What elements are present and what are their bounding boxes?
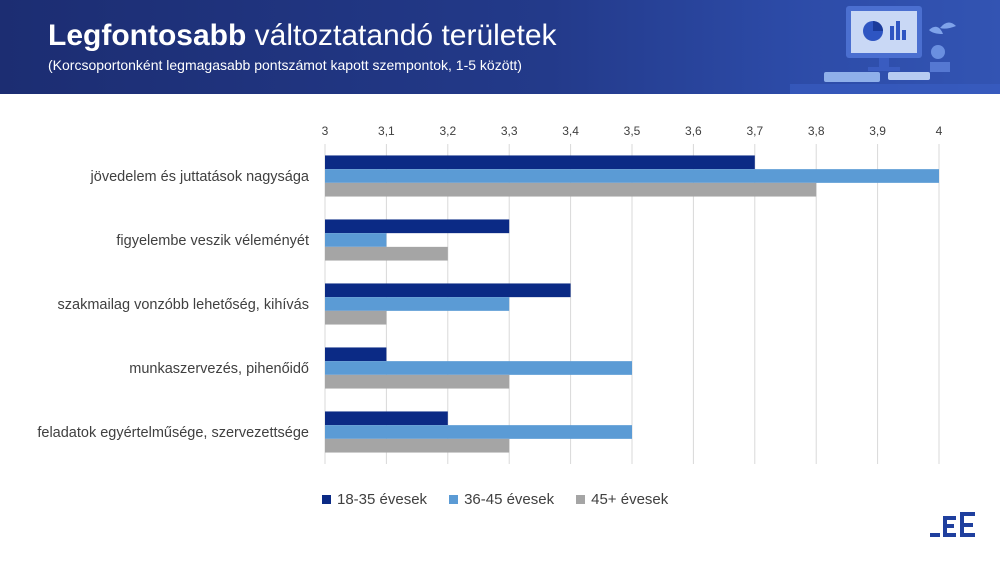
x-tick-label: 3,7 bbox=[746, 124, 763, 138]
x-tick-label: 3 bbox=[322, 124, 329, 138]
bar-chart: 3 3,1 3,2 3,3 3,4 3,5 3,6 3,7 3,8 3,9 4 jövedelem é… bbox=[37, 124, 943, 464]
bar bbox=[325, 297, 510, 311]
legend-swatch-36-45 bbox=[449, 494, 459, 504]
x-tick-label: 3,4 bbox=[562, 124, 579, 138]
legend-swatch-45-plus bbox=[576, 494, 586, 504]
y-category-label: szakmailag vonzóbb lehetőség, kihívás bbox=[58, 297, 309, 313]
y-category-label: jövedelem és juttatások nagysága bbox=[90, 169, 310, 185]
header-banner: Legfontosabb változtatandó területek (Ko… bbox=[0, 0, 1000, 94]
computer-desk-icon bbox=[790, 0, 1000, 94]
x-tick-label: 3,1 bbox=[378, 124, 395, 138]
x-tick-label: 3,5 bbox=[624, 124, 641, 138]
legend-item-45-plus: 45+ évesek bbox=[576, 491, 668, 508]
page-title: Legfontosabb változtatandó területek bbox=[48, 18, 557, 54]
bar bbox=[325, 246, 448, 261]
bar bbox=[325, 219, 510, 234]
bar bbox=[325, 169, 939, 183]
page-subtitle: (Korcsoportonként legmagasabb pontszámot… bbox=[48, 57, 522, 73]
y-category-label: feladatok egyértelműsége, szervezettsége bbox=[37, 425, 309, 441]
legend-item-18-35: 18-35 évesek bbox=[322, 491, 427, 508]
legend-swatch-18-35 bbox=[322, 494, 331, 504]
x-tick-label: 3,3 bbox=[501, 124, 518, 138]
title-rest: változtatandó területek bbox=[246, 19, 557, 52]
bar bbox=[325, 411, 448, 426]
x-tick-label: 3,2 bbox=[439, 124, 456, 138]
bar bbox=[325, 310, 387, 325]
legend-label-36-45: 36-45 évesek bbox=[464, 490, 555, 508]
bar bbox=[325, 283, 571, 298]
y-category-label: figyelembe veszik véleményét bbox=[116, 233, 309, 249]
bar bbox=[325, 233, 387, 247]
bar bbox=[325, 347, 387, 362]
bar bbox=[325, 374, 510, 389]
y-category-label: munkaszervezés, pihenőidő bbox=[129, 361, 309, 377]
x-tick-label: 3,8 bbox=[808, 124, 825, 138]
title-bold: Legfontosabb bbox=[48, 19, 247, 52]
bar bbox=[325, 438, 510, 453]
ee-logo-icon bbox=[930, 512, 975, 537]
x-tick-label: 4 bbox=[936, 124, 943, 138]
legend-label-18-35: 18-35 évesek bbox=[337, 490, 428, 508]
bar bbox=[325, 182, 817, 197]
x-tick-label: 3,9 bbox=[869, 124, 886, 138]
legend-label-45-plus: 45+ évesek bbox=[591, 490, 669, 508]
x-tick-label: 3,6 bbox=[685, 124, 702, 138]
chart-legend: 18-35 évesek 36-45 évesek 45+ évesek bbox=[322, 489, 668, 509]
legend-item-36-45: 36-45 évesek bbox=[449, 491, 554, 508]
bar bbox=[325, 425, 632, 439]
bar bbox=[325, 361, 632, 375]
bar bbox=[325, 155, 755, 170]
